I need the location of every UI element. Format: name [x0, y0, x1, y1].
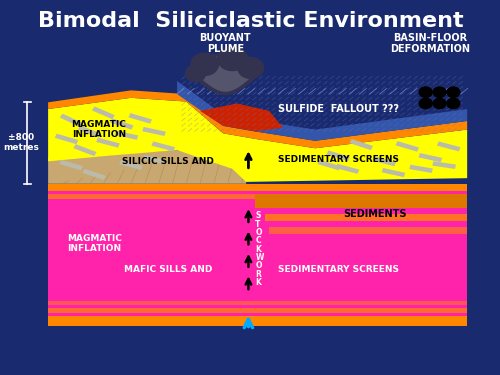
- Text: SILICIC SILLS AND: SILICIC SILLS AND: [122, 157, 214, 166]
- Text: S
T
O
C
K
W
O
R
K: S T O C K W O R K: [256, 211, 264, 287]
- Polygon shape: [200, 104, 283, 132]
- Polygon shape: [382, 168, 406, 177]
- Polygon shape: [128, 113, 152, 124]
- Circle shape: [447, 98, 460, 109]
- Text: MAFIC SILLS AND: MAFIC SILLS AND: [124, 265, 212, 274]
- Circle shape: [420, 98, 432, 109]
- Polygon shape: [410, 165, 433, 173]
- Polygon shape: [96, 138, 120, 148]
- Polygon shape: [198, 57, 253, 92]
- Polygon shape: [432, 161, 456, 169]
- Polygon shape: [119, 160, 143, 170]
- Polygon shape: [48, 98, 467, 182]
- Polygon shape: [48, 316, 467, 326]
- Polygon shape: [48, 184, 467, 316]
- Polygon shape: [350, 139, 373, 150]
- Circle shape: [218, 46, 247, 70]
- Polygon shape: [142, 127, 166, 136]
- Polygon shape: [326, 150, 350, 161]
- Polygon shape: [82, 169, 106, 180]
- Polygon shape: [114, 130, 138, 140]
- Text: MAGMATIC
INFLATION: MAGMATIC INFLATION: [72, 120, 126, 139]
- Polygon shape: [152, 141, 175, 152]
- Polygon shape: [60, 160, 83, 170]
- Text: SEDIMENTARY SCREENS: SEDIMENTARY SCREENS: [278, 155, 398, 164]
- Text: SEDIMENTS: SEDIMENTS: [344, 209, 407, 219]
- Circle shape: [433, 87, 446, 98]
- Polygon shape: [48, 308, 467, 313]
- Text: MAGMATIC
INFLATION: MAGMATIC INFLATION: [66, 234, 122, 253]
- Text: ±800
metres: ±800 metres: [4, 133, 40, 152]
- Circle shape: [186, 65, 206, 82]
- Polygon shape: [74, 144, 96, 156]
- Polygon shape: [55, 134, 78, 144]
- Polygon shape: [372, 156, 396, 166]
- Polygon shape: [193, 54, 258, 95]
- Polygon shape: [48, 302, 467, 305]
- Polygon shape: [317, 160, 341, 170]
- Polygon shape: [437, 141, 460, 152]
- Circle shape: [433, 98, 446, 109]
- Polygon shape: [144, 155, 165, 164]
- Polygon shape: [269, 227, 467, 234]
- Polygon shape: [48, 90, 467, 148]
- Polygon shape: [256, 194, 467, 208]
- Circle shape: [238, 57, 264, 78]
- Polygon shape: [396, 141, 419, 152]
- Polygon shape: [264, 214, 467, 221]
- Circle shape: [420, 87, 432, 98]
- Polygon shape: [177, 81, 467, 141]
- Polygon shape: [92, 106, 115, 119]
- Polygon shape: [60, 114, 82, 127]
- Polygon shape: [78, 126, 101, 137]
- Polygon shape: [110, 118, 134, 130]
- Circle shape: [191, 53, 218, 75]
- Text: BASIN-FLOOR
DEFORMATION: BASIN-FLOOR DEFORMATION: [390, 33, 470, 54]
- Polygon shape: [336, 164, 359, 174]
- Text: SEDIMENTARY SCREENS: SEDIMENTARY SCREENS: [278, 265, 398, 274]
- Text: Bimodal  Siliciclastic Environment: Bimodal Siliciclastic Environment: [38, 11, 464, 31]
- Text: SULFIDE  FALLOUT ???: SULFIDE FALLOUT ???: [278, 104, 398, 114]
- Polygon shape: [48, 150, 246, 184]
- Text: BUOYANT
PLUME: BUOYANT PLUME: [200, 33, 251, 54]
- Polygon shape: [48, 194, 467, 199]
- Polygon shape: [418, 153, 442, 162]
- Polygon shape: [48, 184, 467, 191]
- Circle shape: [447, 87, 460, 98]
